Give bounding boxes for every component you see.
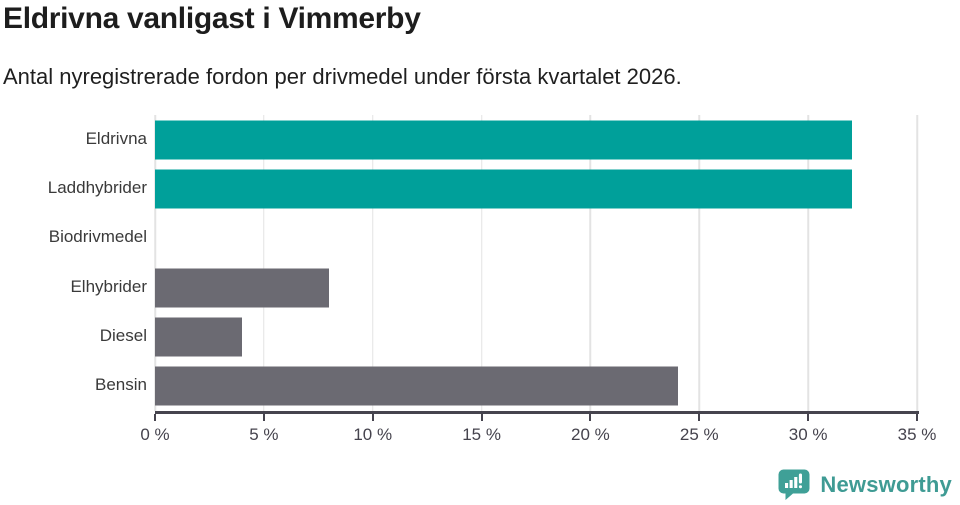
x-axis-line — [155, 411, 919, 414]
bar-row: Diesel — [0, 312, 960, 361]
x-axis-tick-label: 35 % — [897, 425, 937, 444]
bar-bensin — [155, 366, 678, 406]
newsworthy-logo-icon — [778, 469, 810, 500]
x-axis-tick — [916, 414, 918, 421]
bar-row: Eldrivna — [0, 115, 960, 164]
bar-row: Bensin — [0, 362, 960, 411]
category-label: Diesel — [99, 326, 147, 346]
x-axis-tick — [698, 414, 701, 421]
brand-footer: Newsworthy — [777, 468, 952, 501]
bar-diesel — [155, 317, 243, 357]
x-axis-tick-label: 20 % — [571, 425, 610, 444]
gridline — [154, 115, 156, 411]
bar-row: Biodrivmedel — [0, 214, 960, 263]
bar-eldrivna — [155, 120, 852, 160]
x-axis-tick — [480, 414, 483, 421]
category-label: Eldrivna — [85, 128, 147, 148]
x-axis-tick-label: 25 % — [679, 425, 719, 444]
category-label: Elhybrider — [70, 276, 147, 296]
x-axis-tick-label: 10 % — [353, 425, 393, 444]
chart-title: Eldrivna vanligast i Vimmerby — [3, 2, 421, 35]
category-label: Biodrivmedel — [48, 227, 147, 247]
category-label: Laddhybrider — [47, 178, 147, 198]
category-label: Bensin — [95, 375, 147, 395]
brand-name: Newsworthy — [820, 471, 952, 497]
bar-row: Elhybrider — [0, 263, 960, 312]
bar-row: Laddhybrider — [0, 164, 960, 213]
x-axis-tick-label: 30 % — [788, 425, 828, 444]
bar-laddhybrider — [155, 169, 852, 209]
x-axis-tick — [262, 414, 265, 421]
x-axis-tick — [807, 414, 810, 421]
gridline — [480, 115, 483, 411]
x-axis-tick-label: 0 % — [140, 425, 170, 444]
x-axis-tick — [371, 414, 374, 421]
bar-elhybrider — [155, 268, 330, 308]
x-axis-tick-label: 15 % — [462, 425, 501, 444]
bar-chart-plot-area: Eldrivna Laddhybrider Biodrivmedel Elhybrid… — [0, 115, 960, 460]
gridline — [807, 115, 809, 411]
gridline — [589, 115, 592, 411]
gridline — [263, 115, 265, 411]
gridline — [371, 115, 374, 411]
gridline — [698, 115, 701, 411]
x-axis-tick — [154, 414, 156, 421]
gridline — [916, 115, 918, 411]
x-axis-tick — [589, 414, 592, 421]
chart-subtitle: Antal nyregistrerade fordon per drivmede… — [3, 64, 682, 89]
x-axis-tick-label: 5 % — [249, 425, 279, 444]
